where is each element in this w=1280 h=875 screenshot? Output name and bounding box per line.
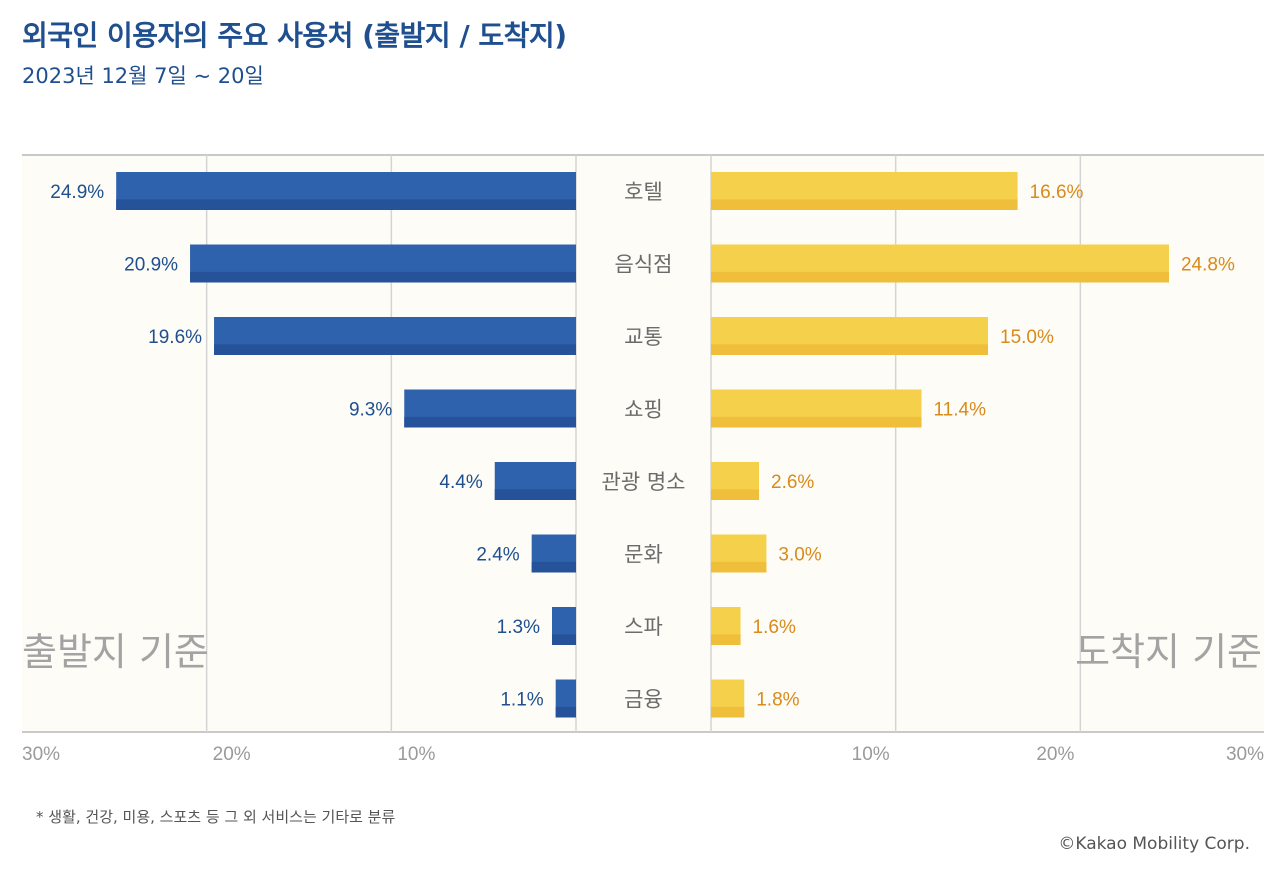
bar-left-shade xyxy=(551,634,576,645)
footnote: * 생활, 건강, 미용, 스포츠 등 그 외 서비스는 기타로 분류 xyxy=(36,808,396,826)
bar-right-shade xyxy=(711,271,1169,283)
value-label-left: 2.4% xyxy=(476,545,519,566)
category-label: 스파 xyxy=(624,615,663,639)
bar-left-shade xyxy=(531,561,576,573)
tick-label-left: 30% xyxy=(22,744,60,765)
value-label-left: 19.6% xyxy=(148,327,202,348)
value-label-right: 24.8% xyxy=(1181,255,1235,276)
bar-left-shade xyxy=(404,416,576,428)
category-label: 음식점 xyxy=(615,253,673,277)
tick-label-right: 30% xyxy=(1226,744,1264,765)
tick-label-right: 20% xyxy=(1036,744,1074,765)
tick-label-right: 10% xyxy=(852,744,890,765)
left-basis-label: 출발지 기준 xyxy=(22,630,209,674)
value-label-left: 24.9% xyxy=(50,182,104,203)
value-label-left: 1.1% xyxy=(500,690,543,711)
category-label: 교통 xyxy=(624,325,663,349)
bar-right-shade xyxy=(711,634,741,645)
bar-left-shade xyxy=(555,706,576,718)
value-label-right: 15.0% xyxy=(1000,327,1054,348)
chart-title: 외국인 이용자의 주요 사용처 (출발지 / 도착지) xyxy=(22,19,567,52)
bar-right-shade xyxy=(711,199,1018,210)
value-label-left: 4.4% xyxy=(439,472,482,493)
chart-subtitle: 2023년 12월 7일 ~ 20일 xyxy=(22,64,264,88)
copyright: ©Kakao Mobility Corp. xyxy=(1058,834,1250,854)
value-label-right: 1.8% xyxy=(756,690,799,711)
category-label: 쇼핑 xyxy=(624,398,663,422)
bar-right-shade xyxy=(711,561,767,573)
right-basis-label: 도착지 기준 xyxy=(1075,630,1262,674)
bar-left-shade xyxy=(116,199,577,210)
value-label-right: 16.6% xyxy=(1030,182,1084,203)
value-label-right: 11.4% xyxy=(934,400,987,421)
category-label: 문화 xyxy=(624,543,663,567)
diverging-bar-chart: 출발지 기준 도착지 기준 24.9% 16.6% 호텔 20.9% 24.8% 음식점 19.… xyxy=(22,154,1264,765)
category-label: 금융 xyxy=(624,688,663,712)
bar-left-shade xyxy=(494,489,576,500)
bar-right-shade xyxy=(711,344,988,355)
category-label: 호텔 xyxy=(624,180,663,204)
value-label-right: 1.6% xyxy=(753,617,796,638)
bar-left-shade xyxy=(190,271,576,283)
value-label-right: 3.0% xyxy=(778,545,821,566)
bar-left-shade xyxy=(214,344,576,355)
bar-right-shade xyxy=(711,416,922,428)
value-label-right: 2.6% xyxy=(771,472,814,493)
bar-right-shade xyxy=(711,489,760,500)
category-label: 관광 명소 xyxy=(602,470,686,494)
value-label-left: 1.3% xyxy=(497,617,540,638)
tick-label-left: 20% xyxy=(213,744,251,765)
bar-right-shade xyxy=(711,706,745,718)
tick-label-left: 10% xyxy=(397,744,435,765)
value-label-left: 9.3% xyxy=(349,400,392,421)
value-label-left: 20.9% xyxy=(124,255,178,276)
